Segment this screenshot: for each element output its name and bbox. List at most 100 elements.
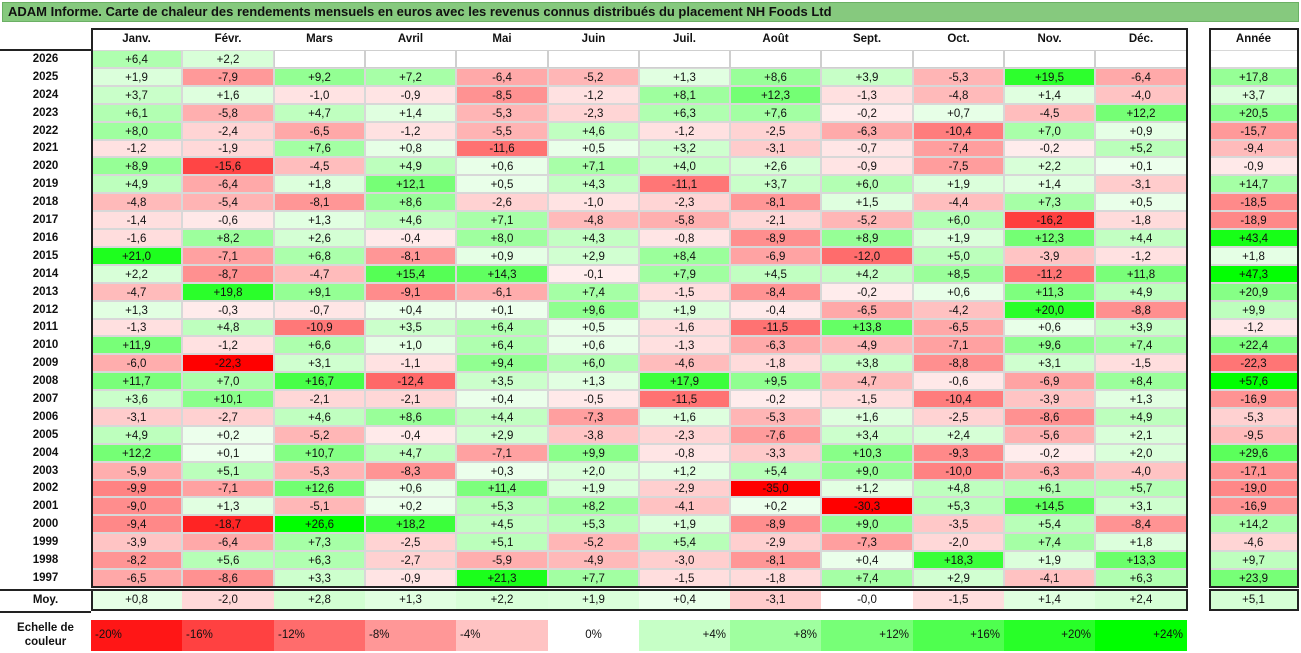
year-label: 2009	[0, 354, 91, 372]
heatmap-cell: +5,3	[548, 515, 639, 533]
heatmap-cell: +1,3	[91, 301, 182, 319]
heatmap-cell: +9,9	[548, 444, 639, 462]
heatmap-cell: +4,0	[639, 157, 730, 175]
annual-cell: +9,7	[1209, 551, 1298, 569]
heatmap-cell: -0,7	[821, 140, 913, 157]
heatmap-cell: +26,6	[274, 515, 365, 533]
year-label: 2018	[0, 193, 91, 211]
heatmap-cell: -2,1	[365, 390, 456, 408]
heatmap-cell: -9,3	[913, 444, 1004, 462]
heatmap-cell	[1095, 50, 1187, 68]
heatmap-cell: +8,4	[1095, 372, 1187, 390]
heatmap-cell: +2,6	[730, 157, 821, 175]
heatmap-cell: +1,6	[639, 408, 730, 426]
heatmap-cell: +7,7	[548, 569, 639, 587]
heatmap-cell: +14,5	[1004, 497, 1095, 515]
heatmap-cell: -5,6	[1004, 426, 1095, 444]
year-label: 2007	[0, 390, 91, 408]
heatmap-cell: -6,0	[91, 354, 182, 372]
heatmap-cell: +5,1	[456, 533, 548, 551]
heatmap-cell: -5,3	[730, 408, 821, 426]
heatmap-cell: -3,1	[730, 140, 821, 157]
heatmap-cell: -4,8	[913, 86, 1004, 104]
year-label: 2000	[0, 515, 91, 533]
heatmap-cell: -9,0	[91, 497, 182, 515]
heatmap-cell: +0,8	[365, 140, 456, 157]
heatmap-cell: -2,4	[182, 122, 274, 140]
annual-cell: +17,8	[1209, 68, 1298, 86]
heatmap-cell: +9,2	[274, 68, 365, 86]
heatmap-cell: +8,9	[821, 229, 913, 247]
heatmap-cell: +8,2	[182, 229, 274, 247]
heatmap-cell: -7,1	[913, 336, 1004, 354]
month-header: Sept.	[821, 29, 913, 49]
legend-swatch: -20%	[91, 620, 182, 651]
heatmap-cell: -2,5	[913, 408, 1004, 426]
heatmap-cell: +3,8	[821, 354, 913, 372]
annual-cell	[1209, 50, 1298, 68]
heatmap-cell: -4,8	[91, 193, 182, 211]
heatmap-cell: -5,3	[274, 462, 365, 480]
year-label: 2025	[0, 68, 91, 86]
heatmap-cell: -6,3	[730, 336, 821, 354]
heatmap-cell: -0,9	[365, 86, 456, 104]
heatmap-cell: -35,0	[730, 480, 821, 497]
heatmap-cell: -1,8	[1095, 211, 1187, 229]
heatmap-cell: +14,3	[456, 265, 548, 283]
heatmap-cell: +7,3	[1004, 193, 1095, 211]
heatmap-cell: +3,6	[91, 390, 182, 408]
heatmap-cell: -0,1	[548, 265, 639, 283]
heatmap-cell: -3,0	[639, 551, 730, 569]
month-header: Juil.	[639, 29, 730, 49]
month-header: Juin	[548, 29, 639, 49]
heatmap-cell: -7,3	[548, 408, 639, 426]
heatmap-cell: -9,9	[91, 480, 182, 497]
heatmap-cell: +2,1	[1095, 426, 1187, 444]
heatmap-cell: +7,4	[548, 283, 639, 301]
heatmap-cell: +0,5	[548, 319, 639, 336]
heatmap-cell: +11,8	[1095, 265, 1187, 283]
heatmap-cell: -6,3	[1004, 462, 1095, 480]
year-label: 1997	[0, 569, 91, 587]
heatmap-cell: +8,5	[913, 265, 1004, 283]
annual-cell: +22,4	[1209, 336, 1298, 354]
heatmap-cell: +8,4	[639, 247, 730, 265]
heatmap-cell: -1,4	[91, 211, 182, 229]
heatmap-cell: +6,4	[456, 319, 548, 336]
heatmap-cell: +1,9	[913, 175, 1004, 193]
heatmap-cell: +6,4	[456, 336, 548, 354]
heatmap-cell: -6,5	[91, 569, 182, 587]
heatmap-cell: -1,8	[730, 569, 821, 587]
annual-cell: -0,9	[1209, 157, 1298, 175]
heatmap-cell: -4,7	[821, 372, 913, 390]
heatmap-cell: -1,1	[365, 354, 456, 372]
heatmap-cell: -0,6	[913, 372, 1004, 390]
heatmap-cell: -8,7	[182, 265, 274, 283]
heatmap-cell: -4,5	[274, 157, 365, 175]
heatmap-cell: -0,4	[365, 229, 456, 247]
annual-cell: +47,3	[1209, 265, 1298, 283]
heatmap-cell: +1,4	[1004, 175, 1095, 193]
legend-swatch: -16%	[182, 620, 274, 651]
heatmap-cell: +3,1	[274, 354, 365, 372]
heatmap-cell: -16,2	[1004, 211, 1095, 229]
annual-cell: -19,0	[1209, 480, 1298, 497]
heatmap-cell: -8,6	[1004, 408, 1095, 426]
heatmap-cell	[1004, 50, 1095, 68]
month-header: Août	[730, 29, 821, 49]
average-cell: -3,1	[730, 590, 821, 610]
year-label: 2013	[0, 283, 91, 301]
heatmap-cell: -10,4	[913, 390, 1004, 408]
year-label: 2003	[0, 462, 91, 480]
average-cell: +2,8	[274, 590, 365, 610]
average-cell: +2,2	[456, 590, 548, 610]
heatmap-cell: -5,9	[91, 462, 182, 480]
heatmap-cell: -0,9	[365, 569, 456, 587]
heatmap-cell: +4,7	[274, 104, 365, 122]
month-header: Nov.	[1004, 29, 1095, 49]
heatmap-cell: +3,2	[639, 140, 730, 157]
heatmap-cell: -7,1	[182, 247, 274, 265]
heatmap-cell: -11,2	[1004, 265, 1095, 283]
year-label: 2016	[0, 229, 91, 247]
